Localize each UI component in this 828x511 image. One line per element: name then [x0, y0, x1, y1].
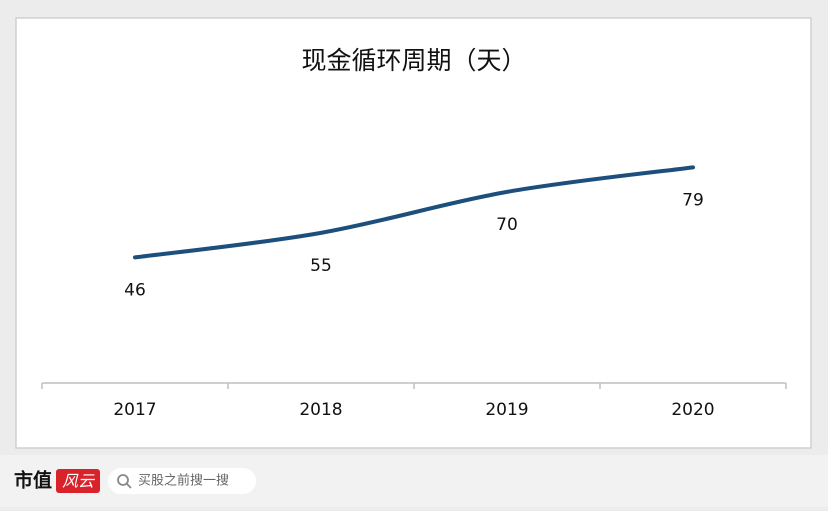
chart-title: 现金循环周期（天）	[301, 46, 526, 75]
chart-frame	[15, 17, 812, 449]
footer-logo: 风云	[62, 472, 96, 491]
search-icon-handle	[126, 483, 132, 489]
data-line	[133, 165, 695, 260]
footer-brand: 市值	[14, 469, 52, 492]
x-tick-label: 2018	[299, 400, 342, 420]
data-label: 55	[310, 256, 332, 276]
data-label: 79	[682, 190, 704, 210]
x-tick-label: 2017	[113, 400, 156, 420]
search-box[interactable]	[108, 468, 256, 494]
x-tick-label: 2020	[671, 400, 714, 420]
search-icon	[117, 474, 129, 486]
x-tick-label: 2019	[485, 400, 528, 420]
footer-logo-bg	[56, 469, 100, 493]
search-text[interactable]: 买股之前搜一搜	[138, 473, 229, 489]
data-label: 70	[496, 215, 518, 235]
data-label: 46	[124, 280, 146, 300]
